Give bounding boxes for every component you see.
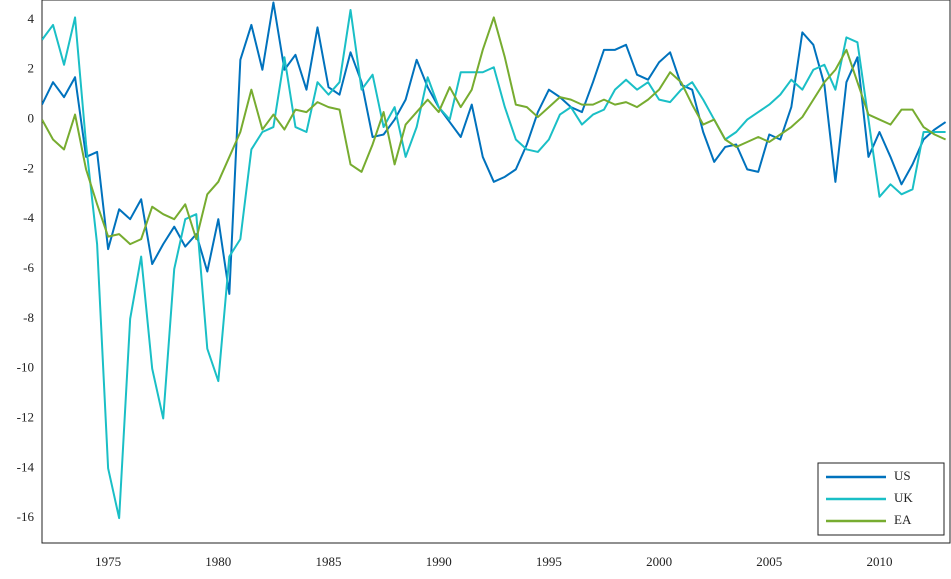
x-tick-label: 2000 — [646, 554, 672, 569]
y-tick-label: -14 — [17, 459, 35, 474]
y-tick-label: -16 — [17, 509, 35, 524]
x-tick-label: 1985 — [316, 554, 342, 569]
x-tick-label: 1980 — [205, 554, 231, 569]
x-tick-label: 1990 — [426, 554, 452, 569]
y-tick-label: -2 — [23, 160, 34, 175]
x-tick-label: 1995 — [536, 554, 562, 569]
y-tick-label: -8 — [23, 310, 34, 325]
series-line — [42, 16, 947, 246]
y-tick-label: -6 — [23, 260, 34, 275]
legend-label: US — [894, 468, 911, 483]
legend-label: UK — [894, 490, 913, 505]
legend-label: EA — [894, 512, 912, 527]
y-tick-label: -12 — [17, 409, 34, 424]
plot-frame — [41, 0, 951, 544]
x-tick-label: 2010 — [866, 554, 892, 569]
y-tick-label: -4 — [23, 210, 34, 225]
y-tick-label: -10 — [17, 360, 34, 375]
y-tick-label: 4 — [28, 11, 35, 26]
series-line — [42, 8, 946, 520]
y-tick-label: 2 — [28, 61, 35, 76]
y-tick-label: 0 — [28, 111, 35, 126]
x-tick-label: 1975 — [95, 554, 121, 569]
x-tick-label: 2005 — [756, 554, 782, 569]
